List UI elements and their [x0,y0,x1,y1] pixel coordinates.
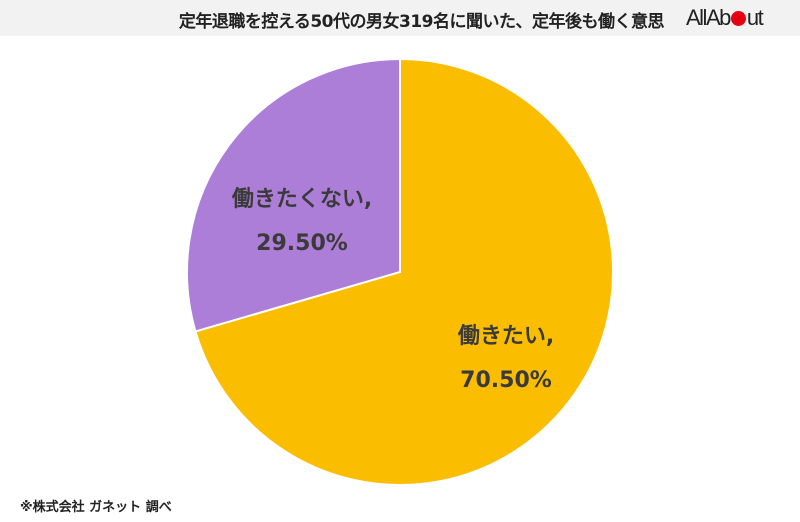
label-no-name: 働きたくない, [231,187,373,212]
logo-dot-icon [730,11,746,26]
pie-slice-no [186,57,401,333]
allabout-logo: AllAb ut [686,5,764,31]
label-no-value: 29.50% [256,231,348,256]
pie-slice-yes [194,57,614,486]
chart-title: 定年退職を控える50代の男女319名に聞いた、定年後も働く意思 [178,12,665,32]
label-yes: 働きたい, 70.50% [436,315,576,403]
logo-text-right: ut [746,5,764,30]
label-no: 働きたくない, 29.50% [212,178,392,266]
label-yes-value: 70.50% [460,368,552,393]
logo-text-left: AllAb [686,5,731,30]
source-note: ※株式会社 ガネット 調べ [20,500,172,515]
label-yes-name: 働きたい, [457,324,555,349]
header-bar: 定年退職を控える50代の男女319名に聞いた、定年後も働く意思 AllAb ut [0,0,800,36]
